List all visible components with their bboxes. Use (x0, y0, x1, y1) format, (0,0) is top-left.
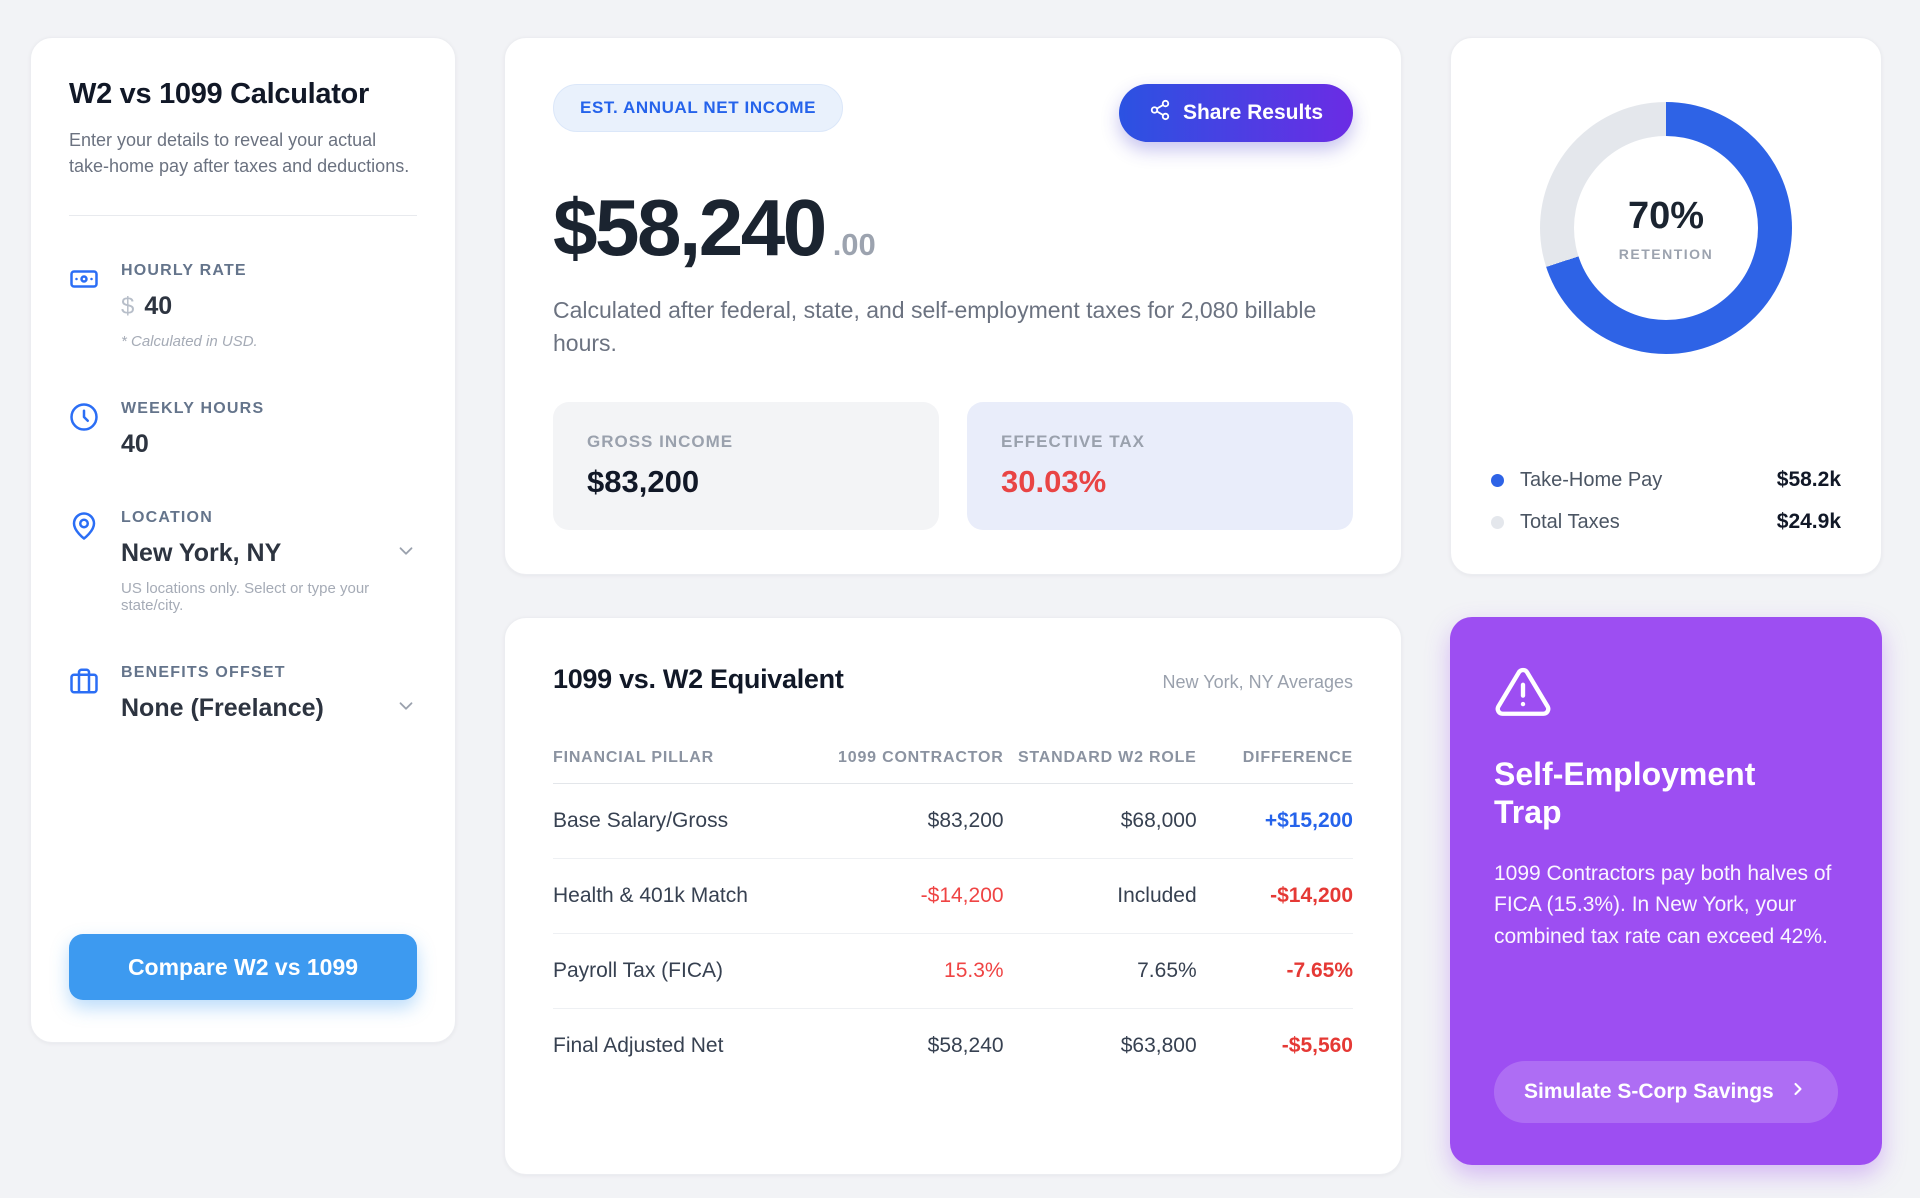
row-pillar: Final Adjusted Net (553, 1034, 724, 1057)
row-contractor-value: $58,240 (927, 1034, 1004, 1057)
briefcase-icon (69, 664, 101, 723)
clock-icon (69, 400, 101, 459)
row-difference-value: +$15,200 (1264, 809, 1353, 832)
gross-income-value: $83,200 (587, 464, 700, 499)
donut-center: 70% RETENTION (1574, 136, 1758, 320)
row-difference-value: -$14,200 (1270, 884, 1353, 907)
weekly-hours-value[interactable]: 40 (121, 430, 149, 459)
net-income-amount: $58,240 (553, 183, 827, 272)
divider (69, 215, 417, 217)
retention-card: 70% RETENTION Take-Home Pay $58.2k Total… (1450, 37, 1882, 575)
chevron-down-icon (395, 695, 417, 722)
simulate-scorp-label: Simulate S-Corp Savings (1524, 1080, 1774, 1103)
benefits-offset-value[interactable]: None (Freelance) (121, 694, 324, 723)
legend-value: $24.9k (1776, 510, 1841, 533)
map-pin-icon (69, 509, 101, 614)
table-row: Health & 401k Match -$14,200 Included -$… (553, 859, 1353, 934)
row-w2-value: $68,000 (1120, 809, 1197, 832)
legend-dot-gray (1491, 515, 1504, 529)
share-results-button[interactable]: Share Results (1118, 84, 1353, 142)
hourly-rate-label: HOURLY RATE (121, 262, 247, 280)
location-helper: US locations only. Select or type your s… (121, 580, 370, 615)
row-pillar: Health & 401k Match (553, 884, 748, 907)
hourly-rate-value[interactable]: 40 (144, 292, 173, 321)
row-pillar: Base Salary/Gross (553, 809, 729, 832)
currency-symbol: $ (121, 293, 135, 321)
effective-tax-label: EFFECTIVE TAX (1001, 432, 1145, 451)
trap-body: 1099 Contractors pay both halves of FICA… (1494, 861, 1832, 948)
benefits-offset-field: BENEFITS OFFSET None (Freelance) (69, 664, 417, 723)
gross-income-stat: GROSS INCOME $83,200 (553, 402, 939, 530)
legend-item-taxes: Total Taxes $24.9k (1491, 510, 1841, 534)
comparison-subtitle: New York, NY Averages (1162, 672, 1353, 692)
net-income-badge: EST. ANNUAL NET INCOME (553, 84, 844, 132)
hourly-rate-field: HOURLY RATE $40 * Calculated in USD. (69, 262, 417, 350)
comparison-table-card: 1099 vs. W2 Equivalent New York, NY Aver… (504, 617, 1402, 1175)
net-income-cents: .00 (832, 227, 876, 262)
retention-label: RETENTION (1618, 245, 1714, 262)
row-difference-value: -7.65% (1286, 959, 1353, 982)
row-pillar: Payroll Tax (FICA) (553, 959, 723, 982)
comparison-table: FINANCIAL PILLAR 1099 CONTRACTOR STANDAR… (553, 735, 1353, 1083)
location-field: LOCATION New York, NY US locations only.… (69, 509, 417, 614)
effective-tax-value: 30.03% (1001, 464, 1107, 499)
page-title: W2 vs 1099 Calculator (69, 78, 369, 110)
net-income-subtitle: Calculated after federal, state, and sel… (553, 297, 1317, 357)
page-description: Enter your details to reveal your actual… (69, 130, 410, 177)
banknote-icon (69, 262, 101, 350)
simulate-scorp-button[interactable]: Simulate S-Corp Savings (1494, 1061, 1838, 1123)
self-employment-trap-card: Self-Employment Trap 1099 Contractors pa… (1450, 617, 1882, 1165)
compare-button[interactable]: Compare W2 vs 1099 (69, 934, 417, 1000)
location-select[interactable]: New York, NY (121, 539, 417, 568)
warning-icon (1494, 663, 1838, 726)
weekly-hours-field: WEEKLY HOURS 40 (69, 400, 417, 459)
legend-label: Total Taxes (1520, 510, 1620, 533)
table-header-row: FINANCIAL PILLAR 1099 CONTRACTOR STANDAR… (553, 735, 1353, 784)
table-row: Base Salary/Gross $83,200 $68,000 +$15,2… (553, 784, 1353, 859)
hourly-rate-helper: * Calculated in USD. (121, 333, 258, 351)
legend-label: Take-Home Pay (1520, 468, 1663, 491)
row-contractor-value: 15.3% (944, 959, 1004, 982)
row-w2-value: $63,800 (1120, 1034, 1197, 1057)
row-difference-value: -$5,560 (1281, 1034, 1353, 1057)
benefits-offset-select[interactable]: None (Freelance) (121, 694, 417, 723)
share-results-label: Share Results (1182, 101, 1323, 124)
retention-percent: 70% (1627, 194, 1705, 237)
gross-income-label: GROSS INCOME (587, 432, 734, 451)
row-contractor-value: $83,200 (927, 809, 1004, 832)
row-contractor-value: -$14,200 (920, 884, 1004, 907)
location-value[interactable]: New York, NY (121, 539, 282, 568)
col-header-contractor: 1099 CONTRACTOR (838, 749, 1004, 766)
effective-tax-stat: EFFECTIVE TAX 30.03% (967, 402, 1353, 530)
calculator-panel: W2 vs 1099 Calculator Enter your details… (30, 37, 456, 1043)
weekly-hours-input[interactable]: 40 (121, 430, 417, 459)
donut-legend: Take-Home Pay $58.2k Total Taxes $24.9k (1491, 450, 1841, 534)
chevron-right-icon (1788, 1079, 1808, 1105)
col-header-difference: DIFFERENCE (1242, 749, 1353, 766)
comparison-title: 1099 vs. W2 Equivalent (553, 664, 844, 694)
legend-item-take-home: Take-Home Pay $58.2k (1491, 468, 1841, 492)
net-income-card: EST. ANNUAL NET INCOME Share Results $58… (504, 37, 1402, 575)
col-header-w2: STANDARD W2 ROLE (1017, 749, 1197, 766)
row-w2-value: 7.65% (1137, 959, 1197, 982)
table-row: Final Adjusted Net $58,240 $63,800 -$5,5… (553, 1009, 1353, 1083)
legend-value: $58.2k (1776, 468, 1841, 491)
hourly-rate-input[interactable]: $40 (121, 292, 417, 321)
weekly-hours-label: WEEKLY HOURS (121, 400, 265, 418)
legend-dot-blue (1491, 473, 1504, 487)
row-w2-value: Included (1117, 884, 1197, 907)
retention-donut: 70% RETENTION (1540, 102, 1792, 354)
col-header-pillar: FINANCIAL PILLAR (553, 749, 714, 766)
share-icon (1149, 99, 1171, 127)
benefits-offset-label: BENEFITS OFFSET (121, 664, 286, 682)
table-row: Payroll Tax (FICA) 15.3% 7.65% -7.65% (553, 934, 1353, 1009)
location-label: LOCATION (121, 509, 213, 527)
chevron-down-icon (395, 540, 417, 567)
trap-title: Self-Employment Trap (1494, 756, 1756, 830)
